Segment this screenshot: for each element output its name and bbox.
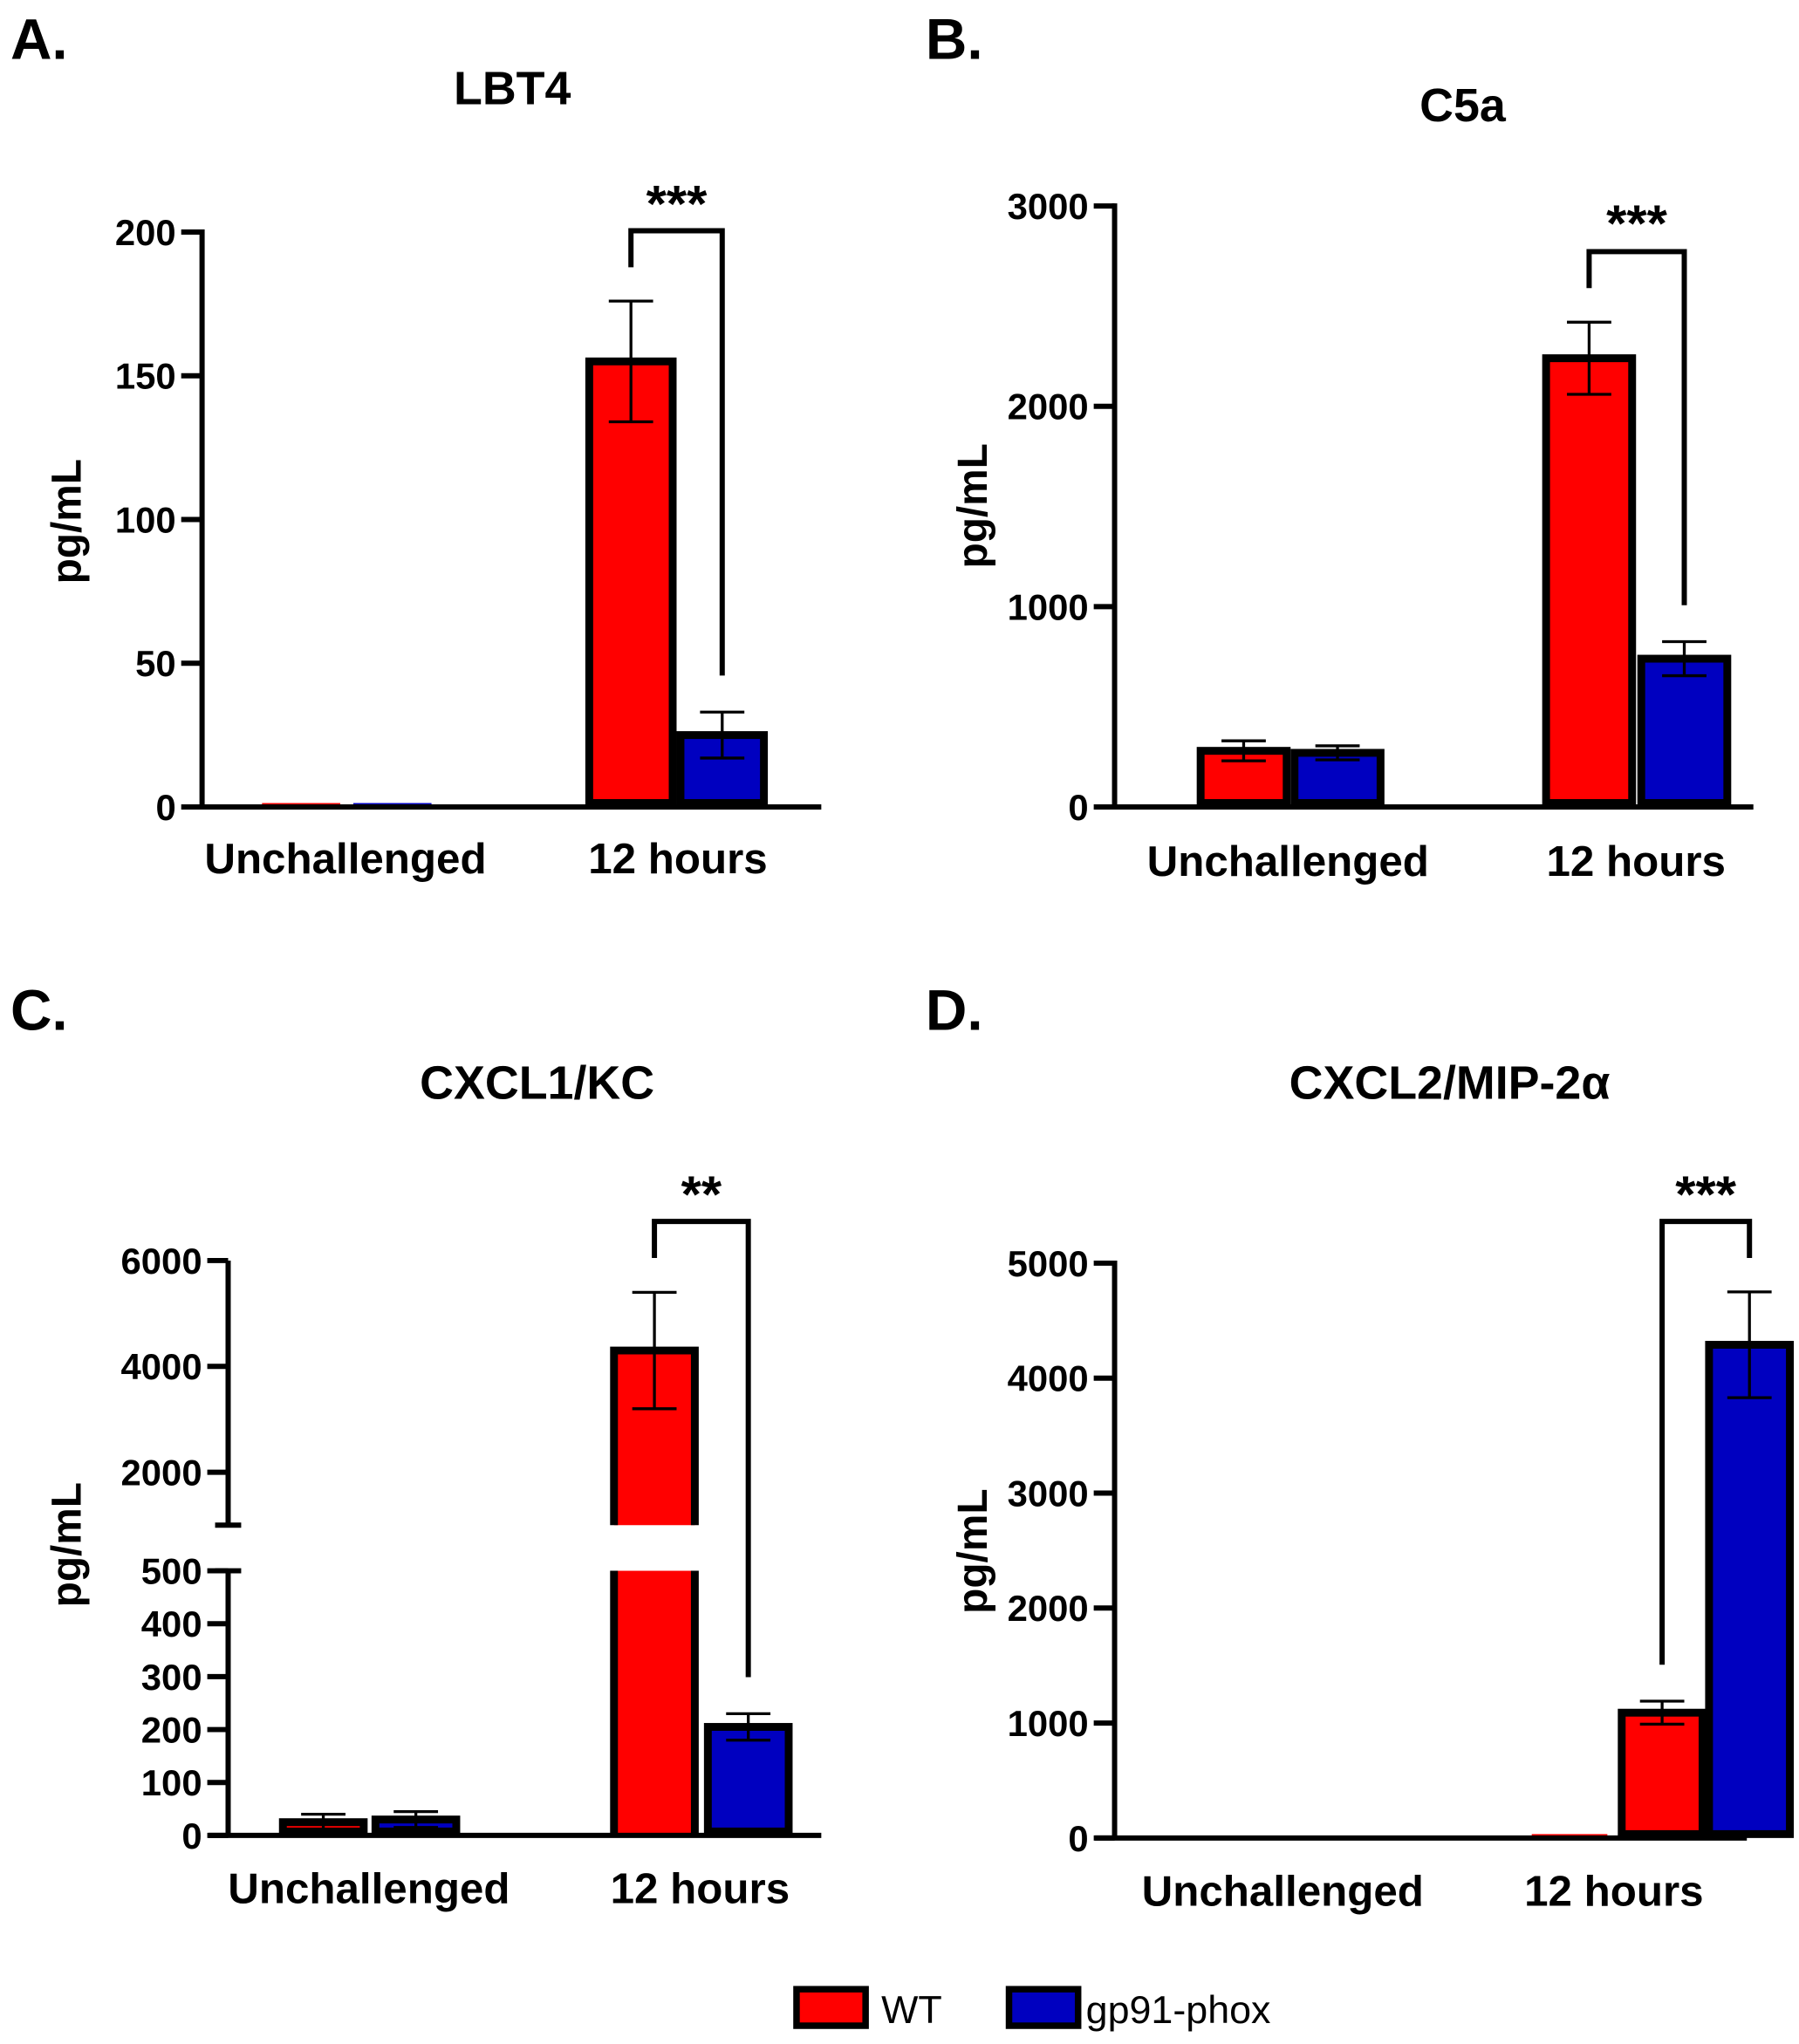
significance-stars: *** (1675, 1166, 1737, 1224)
error-bar (1639, 1699, 1685, 1726)
y-tick-label: 100 (141, 1762, 202, 1803)
y-tick-label: 0 (1068, 1818, 1088, 1859)
y-tick-label: 400 (141, 1603, 202, 1644)
y-tick-label: 0 (155, 787, 175, 828)
y-tick-label: 2000 (1008, 1588, 1089, 1629)
y-axis-label: pg/mL (950, 1488, 996, 1613)
error-bar (1727, 1290, 1772, 1399)
chart-title: CXCL1/KC (420, 1057, 654, 1110)
y-tick-label: 1000 (1008, 1703, 1089, 1744)
y-tick-label: 0 (1068, 787, 1088, 828)
error-bar (1315, 744, 1360, 762)
error-bar (1662, 639, 1707, 678)
legend: WT gp91-phox (793, 1986, 1271, 2032)
panel-label: A. (10, 6, 68, 71)
y-tick-label: 200 (141, 1709, 202, 1750)
panels: A. LBT4 pg/mL Unchallenged 12 hours 0 50 100 150… (10, 6, 1795, 1916)
x-tick-label: Unchallenged (204, 835, 486, 883)
y-tick-label: 1000 (1008, 586, 1089, 627)
x-tick-label: 12 hours (1546, 837, 1725, 885)
y-axis-label: pg/mL (950, 443, 996, 568)
error-bar (608, 299, 653, 424)
panel-c: C. CXCL1/KC pg/mL Unchallenged 12 hours 0 100 2… (10, 977, 822, 1913)
x-tick-label: Unchallenged (228, 1865, 510, 1913)
error-bar (301, 1812, 345, 1832)
y-tick-label: 4000 (1008, 1358, 1089, 1399)
x-tick-label: Unchallenged (1142, 1868, 1424, 1916)
error-bar (632, 1290, 677, 1411)
bar-wt (1618, 1708, 1707, 1838)
bar-outline (610, 1570, 699, 1835)
y-axis-label: pg/mL (44, 1482, 91, 1607)
significance-stars: ** (681, 1166, 722, 1224)
panel-label: B. (926, 6, 983, 71)
significance-bracket (1586, 249, 1687, 605)
bar-wt-lower (613, 1570, 695, 1835)
panel-a: A. LBT4 pg/mL Unchallenged 12 hours 0 50 100 150… (10, 6, 822, 883)
y-tick-label: 500 (141, 1551, 202, 1592)
significance-bracket (1659, 1219, 1753, 1665)
significance-bracket (628, 228, 725, 676)
error-bar (700, 710, 745, 760)
bar-wt (585, 357, 677, 807)
y-axis-upper (215, 1260, 242, 1528)
legend-swatch-wt (793, 1986, 869, 2029)
error-bar (726, 1712, 771, 1742)
bar-gp91-phox (1705, 1341, 1795, 1838)
y-axis-lower (215, 1568, 242, 1835)
y-tick-label: 300 (141, 1657, 202, 1698)
legend-label-gp91: gp91-phox (1086, 1988, 1271, 2032)
y-tick-label: 6000 (121, 1241, 202, 1282)
y-tick-label: 2000 (121, 1453, 202, 1494)
y-tick-label: 0 (181, 1815, 202, 1856)
significance-stars: *** (1606, 194, 1668, 252)
y-tick-label: 2000 (1008, 386, 1089, 427)
y-tick-label: 200 (115, 212, 176, 253)
bar-gp91-phox (1637, 654, 1732, 807)
y-axis-label: pg/mL (44, 459, 91, 584)
x-tick-label: 12 hours (1524, 1868, 1703, 1916)
y-tick-label: 150 (115, 356, 176, 397)
error-bar (1567, 320, 1611, 396)
chart-title: LBT4 (454, 63, 571, 115)
y-tick-label: 3000 (1008, 186, 1089, 227)
bar-gp91-phox (703, 1723, 793, 1835)
y-tick-label: 50 (135, 643, 176, 684)
panel-label: D. (926, 977, 983, 1042)
x-tick-label: 12 hours (611, 1865, 790, 1913)
panel-label: C. (10, 977, 68, 1042)
significance-bracket (652, 1219, 751, 1678)
y-tick-label: 4000 (121, 1346, 202, 1387)
error-bar (393, 1809, 439, 1829)
legend-label-wt: WT (881, 1988, 942, 2032)
error-bar (1221, 739, 1266, 762)
y-tick-label: 5000 (1008, 1243, 1089, 1284)
y-tick-label: 100 (115, 499, 176, 540)
panel-d: D. CXCL2/MIP-2α pg/mL Unchallenged 12 hours 0… (926, 977, 1795, 1916)
y-tick-label: 3000 (1008, 1473, 1089, 1514)
chart-title: CXCL2/MIP-2α (1289, 1057, 1611, 1110)
x-tick-label: Unchallenged (1147, 837, 1429, 885)
legend-swatch-gp91 (1005, 1986, 1082, 2029)
chart-title: C5a (1419, 79, 1507, 132)
x-tick-label: 12 hours (588, 835, 767, 883)
significance-stars: *** (646, 174, 708, 233)
bar-wt (1542, 354, 1637, 807)
panel-b: B. C5a pg/mL Unchallenged 12 hours 0 1000 2000 3… (926, 6, 1754, 885)
